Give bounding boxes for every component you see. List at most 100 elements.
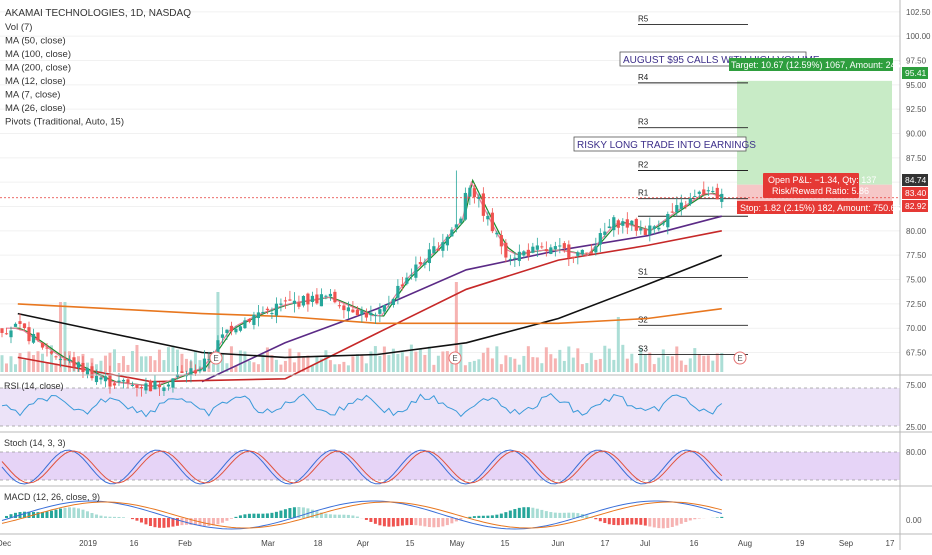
- volume-bar: [585, 363, 588, 372]
- volume-bar: [572, 358, 575, 372]
- annotation-risky: RISKY LONG TRADE INTO EARNINGS: [577, 140, 756, 151]
- macd-hist-bar: [221, 518, 224, 523]
- x-tick-label: 18: [314, 539, 323, 548]
- volume-bar: [428, 347, 431, 372]
- macd-hist-bar: [662, 518, 665, 528]
- candle-body: [500, 235, 503, 246]
- candle-body: [450, 230, 453, 237]
- candle-body: [59, 359, 62, 360]
- macd-hist-bar: [518, 508, 521, 518]
- macd-hist-bar: [437, 518, 440, 527]
- macd-hist-bar: [639, 518, 642, 525]
- candle-body: [491, 213, 494, 231]
- candle-body: [23, 323, 26, 328]
- rsi-tick-low: 25.00: [906, 423, 927, 432]
- candle-body: [563, 243, 566, 248]
- candle-body: [230, 326, 233, 332]
- macd-hist-bar: [252, 514, 255, 518]
- legend-item: MA (50, close): [5, 36, 66, 47]
- candle-body: [603, 232, 606, 235]
- macd-hist-bar: [603, 518, 606, 523]
- candle-body: [378, 309, 381, 314]
- candle-body: [612, 217, 615, 230]
- candle-body: [243, 320, 246, 328]
- candle-body: [644, 229, 647, 235]
- macd-hist-bar: [626, 518, 629, 525]
- volume-bar: [594, 360, 597, 372]
- macd-hist-bar: [284, 509, 287, 518]
- candle-body: [180, 371, 183, 373]
- macd-hist-bar: [495, 515, 498, 518]
- macd-hist-bar: [720, 517, 723, 518]
- macd-hist-bar: [50, 511, 53, 518]
- pnl-label: Open P&L: −1.34, Qty: 137: [768, 175, 876, 185]
- volume-bar: [549, 354, 552, 372]
- candle-body: [473, 188, 476, 197]
- candle-body: [711, 191, 714, 192]
- candle-body: [527, 250, 530, 257]
- x-tick-label: 15: [501, 539, 510, 548]
- volume-bar: [612, 360, 615, 372]
- volume-bar: [342, 362, 345, 372]
- legend-item: MA (26, close): [5, 103, 66, 114]
- macd-hist-bar: [482, 516, 485, 518]
- candle-body: [567, 244, 570, 257]
- macd-hist-bar: [333, 515, 336, 518]
- pivot-label: S3: [638, 344, 648, 353]
- candle-body: [41, 343, 44, 348]
- macd-hist-bar: [549, 512, 552, 518]
- volume-bar: [333, 364, 336, 372]
- macd-hist-bar: [239, 515, 242, 518]
- candle-body: [585, 253, 588, 254]
- volume-bar: [239, 350, 242, 372]
- volume-bar: [338, 364, 341, 372]
- macd-hist-bar: [342, 515, 345, 518]
- candle-body: [347, 307, 350, 311]
- tag-last: 84.74: [905, 175, 927, 185]
- x-tick-label: Aug: [738, 539, 752, 548]
- macd-hist-bar: [473, 516, 476, 518]
- candle-body: [698, 192, 701, 194]
- candle-body: [27, 327, 30, 341]
- candle-body: [410, 275, 413, 276]
- macd-hist-bar: [122, 517, 125, 518]
- volume-bar: [158, 350, 161, 372]
- macd-hist-bar: [248, 514, 251, 518]
- macd-hist-bar: [302, 507, 305, 518]
- x-tick-label: Sep: [839, 539, 854, 548]
- candle-body: [135, 385, 138, 388]
- volume-bar: [167, 347, 170, 372]
- macd-hist-bar: [540, 510, 543, 518]
- volume-bar: [518, 365, 521, 372]
- pivot-label: R1: [638, 189, 649, 198]
- candle-body: [306, 294, 309, 305]
- candle-body: [464, 193, 467, 220]
- volume-bar: [680, 361, 683, 372]
- candle-body: [257, 312, 260, 318]
- volume-bar: [365, 363, 368, 372]
- macd-hist-bar: [131, 518, 134, 519]
- volume-bar: [423, 355, 426, 372]
- macd-hist-bar: [288, 508, 291, 518]
- candle-body: [221, 334, 224, 337]
- y-tick-label: 87.50: [906, 154, 927, 163]
- candle-body: [284, 300, 287, 301]
- candle-body: [122, 380, 125, 382]
- macd-hist-bar: [270, 513, 273, 518]
- candle-body: [293, 301, 296, 304]
- candle-body: [617, 220, 620, 228]
- macd-hist-bar: [522, 507, 525, 518]
- candle-body: [504, 243, 507, 258]
- candle-body: [414, 265, 417, 278]
- rsi-band: [0, 388, 900, 426]
- macd-hist-bar: [99, 516, 102, 518]
- candle-body: [630, 221, 633, 225]
- macd-hist-bar: [635, 518, 638, 524]
- volume-bar: [378, 356, 381, 372]
- volume-bar: [419, 349, 422, 372]
- candle-body: [428, 249, 431, 263]
- candle-body: [396, 286, 399, 298]
- macd-hist-bar: [383, 518, 386, 526]
- macd-hist-bar: [684, 518, 687, 522]
